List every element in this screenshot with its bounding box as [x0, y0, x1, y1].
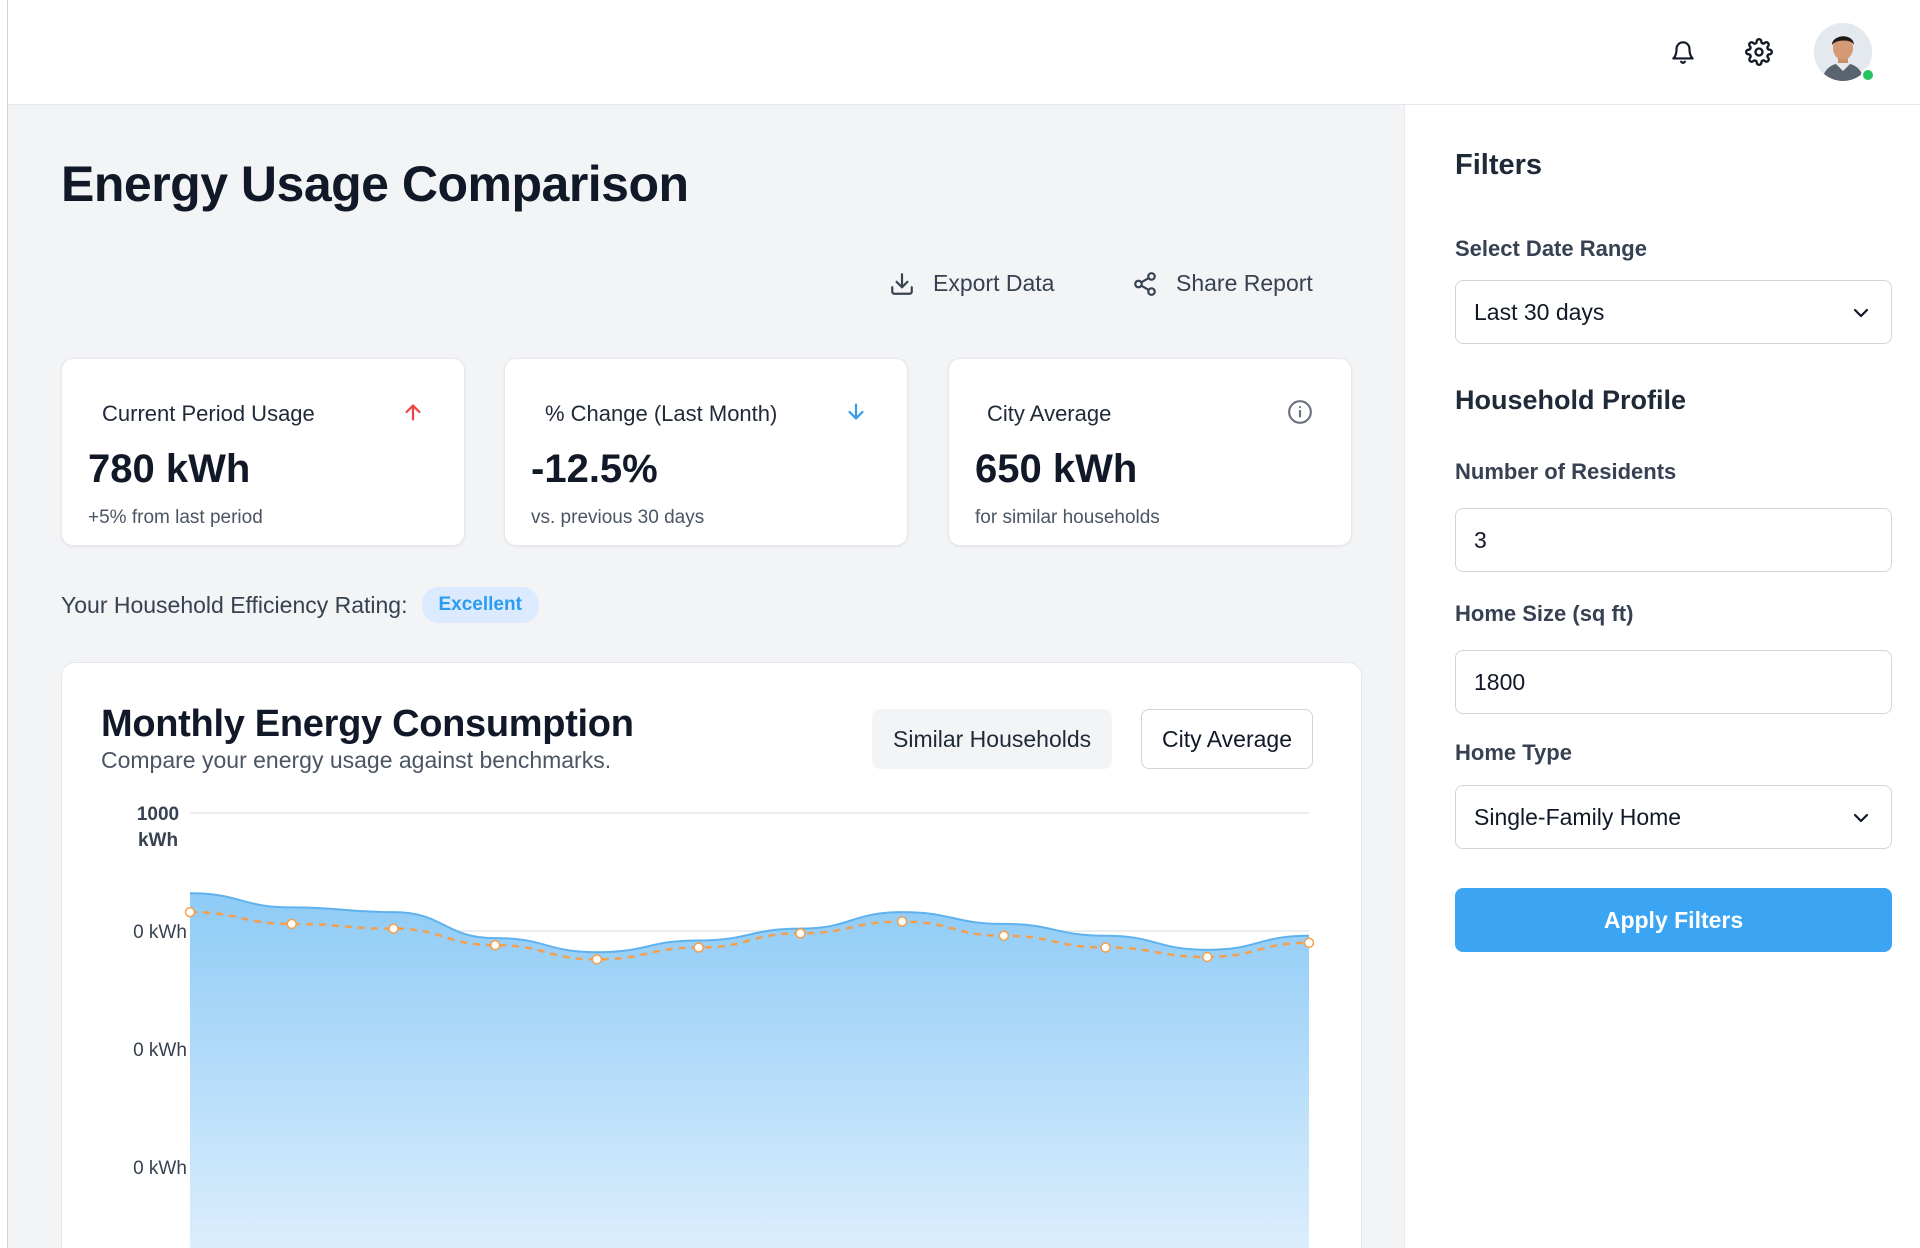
bell-icon[interactable]	[1665, 34, 1701, 70]
filters-sidebar: Filters Select Date Range Last 30 days H…	[1415, 105, 1920, 1248]
card-label: Current Period Usage	[102, 401, 315, 426]
city-average-card: City Average 650 kWh for similar househo…	[948, 358, 1352, 546]
residents-value: 3	[1474, 526, 1487, 553]
card-label: % Change (Last Month)	[545, 401, 778, 426]
share-report-button[interactable]: Share Report	[1132, 270, 1313, 297]
arrow-down-icon	[843, 399, 869, 425]
y-tick-label: 0 kWh	[133, 1158, 187, 1179]
info-icon[interactable]	[1287, 399, 1313, 425]
current-usage-card: Current Period Usage 780 kWh +5% from la…	[61, 358, 465, 546]
date-range-label: Select Date Range	[1455, 236, 1647, 261]
usage-area	[190, 893, 1309, 1248]
apply-filters-button[interactable]: Apply Filters	[1455, 888, 1892, 952]
y-tick-label: 0 kWh	[133, 922, 187, 943]
chevron-down-icon	[1853, 308, 1869, 318]
filters-title: Filters	[1455, 149, 1543, 181]
chevron-down-icon	[1853, 813, 1869, 823]
page-title: Energy Usage Comparison	[61, 156, 689, 212]
export-data-label: Export Data	[933, 270, 1055, 296]
card-value: -12.5%	[531, 447, 658, 491]
benchmark-line	[189, 910, 1310, 961]
household-profile-title: Household Profile	[1455, 385, 1687, 415]
benchmark-point	[693, 942, 704, 953]
benchmark-point	[591, 954, 603, 965]
benchmark-point	[1202, 951, 1213, 963]
rating-badge: Excellent	[421, 587, 539, 623]
home-type-label: Home Type	[1455, 740, 1572, 765]
home-size-input[interactable]: 1800	[1455, 650, 1892, 714]
energy-chart: 1000 kWh 0 kWh 0 kWh 0 kWh	[133, 804, 1315, 1248]
card-value: 650 kWh	[975, 447, 1138, 491]
y-tick-label: kWh	[138, 830, 178, 851]
gear-icon[interactable]	[1741, 34, 1777, 70]
main-content: Energy Usage Comparison Export Data Shar…	[8, 105, 1405, 1248]
benchmark-point	[1100, 942, 1111, 953]
arrow-up-icon	[400, 399, 426, 425]
chart-subtitle: Compare your energy usage against benchm…	[101, 747, 612, 773]
residents-input[interactable]: 3	[1455, 508, 1892, 572]
home-type-select[interactable]: Single-Family Home	[1455, 785, 1892, 849]
card-subtext: +5% from last period	[88, 507, 263, 528]
y-tick-label: 1000	[137, 804, 179, 825]
app-frame: Energy Usage Comparison Export Data Shar…	[7, 0, 1920, 1248]
y-tick-label: 0 kWh	[133, 1040, 187, 1061]
usage-area-line	[189, 892, 1310, 954]
efficiency-rating: Your Household Efficiency Rating: Excell…	[61, 587, 539, 623]
percent-change-card: % Change (Last Month) -12.5% vs. previou…	[504, 358, 908, 546]
benchmark-point	[795, 928, 806, 939]
benchmark-point	[1303, 937, 1315, 949]
benchmark-point	[489, 939, 501, 951]
benchmark-point	[896, 916, 908, 927]
online-status-dot	[1861, 68, 1875, 82]
card-subtext: vs. previous 30 days	[531, 507, 705, 528]
similar-households-toggle[interactable]: Similar Households	[872, 709, 1113, 769]
benchmark-point	[388, 923, 399, 934]
residents-label: Number of Residents	[1455, 459, 1677, 484]
home-type-value: Single-Family Home	[1474, 803, 1682, 830]
export-data-button[interactable]: Export Data	[889, 270, 1054, 297]
rating-label: Your Household Efficiency Rating:	[61, 591, 408, 618]
city-average-toggle[interactable]: City Average	[1141, 709, 1313, 769]
chart-title: Monthly Energy Consumption	[101, 703, 634, 745]
home-size-label: Home Size (sq ft)	[1455, 601, 1634, 626]
card-label: City Average	[987, 401, 1112, 426]
card-subtext: for similar households	[975, 507, 1160, 528]
chart-card: Monthly Energy Consumption Compare your …	[61, 662, 1362, 1248]
top-bar	[8, 0, 1920, 105]
share-icon	[1134, 271, 1156, 296]
card-value: 780 kWh	[88, 447, 251, 491]
date-range-value: Last 30 days	[1474, 298, 1605, 325]
download-icon	[891, 272, 913, 295]
benchmark-point	[184, 906, 196, 918]
benchmark-point	[286, 918, 297, 930]
benchmark-point	[998, 930, 1010, 941]
share-report-label: Share Report	[1176, 270, 1313, 296]
date-range-select[interactable]: Last 30 days	[1455, 280, 1892, 344]
home-size-value: 1800	[1474, 668, 1526, 695]
avatar[interactable]	[1814, 23, 1872, 81]
